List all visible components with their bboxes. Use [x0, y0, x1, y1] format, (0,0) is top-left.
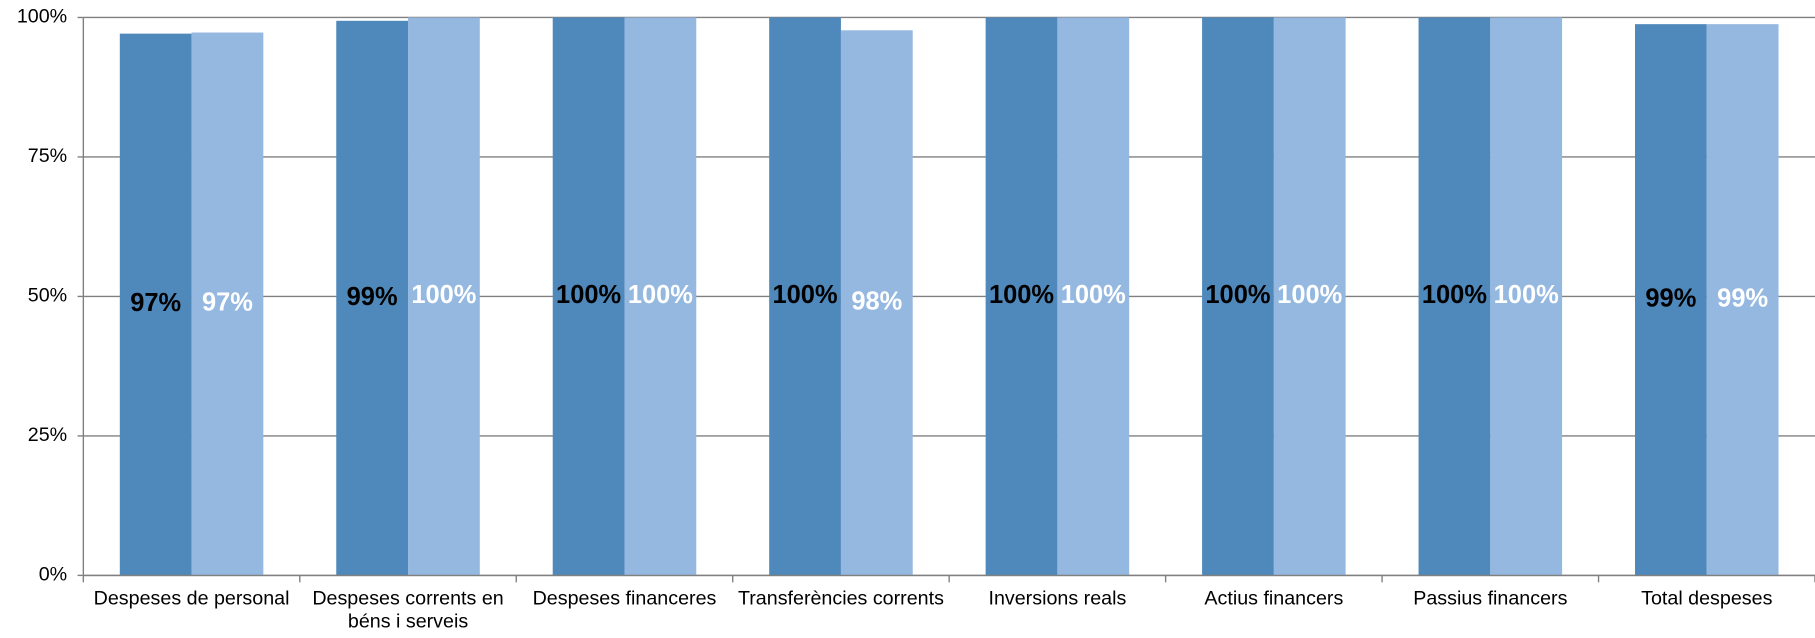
x-tick-label-box: Total despeses — [1641, 586, 1773, 609]
data-label: 100% — [1422, 281, 1487, 309]
bar — [552, 17, 625, 576]
bar — [769, 17, 841, 576]
bar — [119, 33, 192, 576]
x-tick-label: Inversions reals — [988, 586, 1127, 609]
x-tick-label: Actius financers — [1204, 586, 1344, 609]
y-tick-label: 25% — [28, 424, 67, 446]
data-label: 99% — [347, 283, 398, 311]
bar — [336, 20, 409, 576]
x-tick-label-box: Despeses financeres — [532, 586, 717, 609]
x-tick-label: Transferències corrents — [737, 586, 944, 609]
y-tick-label: 75% — [28, 145, 67, 167]
bar — [1418, 17, 1491, 576]
bar — [1273, 17, 1346, 576]
data-label: 97% — [130, 289, 181, 317]
bar — [1635, 24, 1707, 576]
data-label: 100% — [1061, 281, 1126, 309]
data-label: 100% — [556, 281, 621, 309]
data-label: 100% — [989, 281, 1054, 309]
x-tick-label-box: Passius financers — [1413, 586, 1568, 609]
data-label: 100% — [1494, 281, 1559, 309]
x-tick-label-box: Inversions reals — [988, 586, 1127, 609]
bar — [840, 30, 913, 576]
data-label: 100% — [1277, 281, 1342, 309]
x-tick-label: Despeses de personal — [93, 586, 290, 609]
x-tick-label-box: Despeses de personal — [93, 586, 290, 609]
bar — [985, 17, 1058, 576]
bar — [624, 17, 697, 576]
data-label: 98% — [851, 288, 902, 316]
x-tick-label: Total despeses — [1641, 586, 1773, 609]
bar — [1490, 17, 1563, 576]
data-label: 100% — [773, 281, 838, 309]
y-tick-label: 100% — [17, 6, 67, 28]
bar — [408, 17, 480, 576]
x-tick-label: Despeses corrents en béns i serveis — [312, 586, 504, 633]
data-label: 97% — [202, 289, 253, 317]
bar — [1706, 24, 1779, 576]
x-tick-label: Passius financers — [1413, 586, 1568, 609]
x-tick-label: Despeses financeres — [532, 586, 717, 609]
y-tick-label: 0% — [39, 564, 67, 586]
x-tick-label-box: Despeses corrents en béns i serveis — [312, 586, 504, 633]
x-tick-label-box: Transferències corrents — [737, 586, 944, 609]
x-tick-label-box: Actius financers — [1204, 586, 1344, 609]
data-label: 100% — [1205, 281, 1270, 309]
y-tick-label: 50% — [28, 285, 67, 307]
data-label: 99% — [1717, 284, 1768, 312]
bar — [191, 32, 264, 576]
data-label: 99% — [1645, 284, 1696, 312]
data-label: 100% — [411, 281, 476, 309]
data-label: 100% — [628, 281, 693, 309]
bar — [1202, 17, 1274, 576]
bar — [1057, 17, 1130, 576]
